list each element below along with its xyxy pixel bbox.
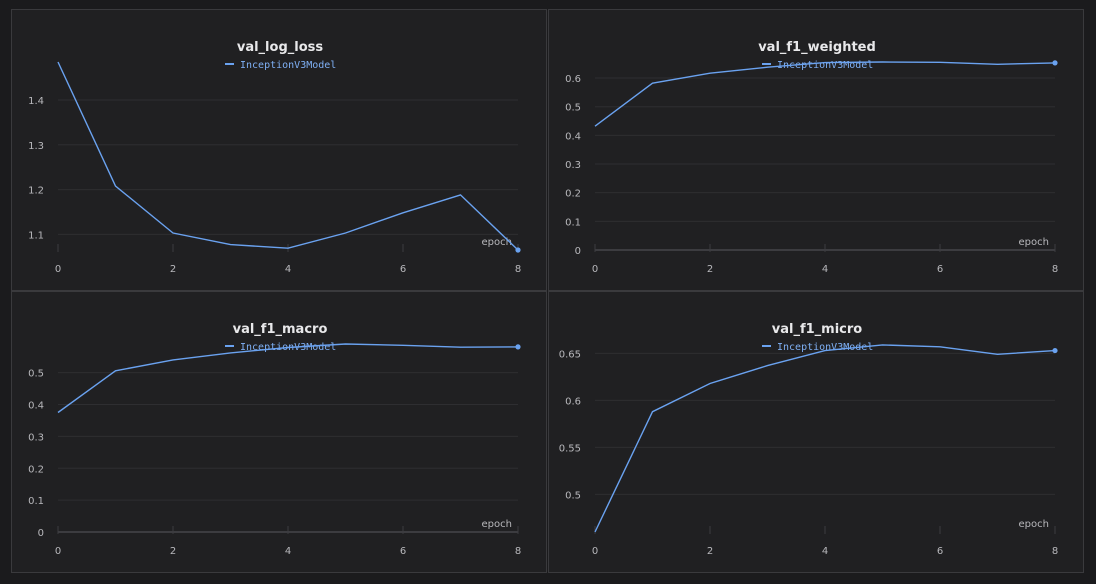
x-tick-label: 0 xyxy=(55,546,61,557)
x-tick-label: 6 xyxy=(937,546,943,557)
y-tick-label: 0.2 xyxy=(565,189,581,200)
x-tick-label: 6 xyxy=(400,264,406,275)
legend-item[interactable]: InceptionV3Model xyxy=(225,60,336,71)
legend-label: InceptionV3Model xyxy=(777,60,873,71)
x-tick-label: 4 xyxy=(822,546,828,557)
x-axis-label: epoch xyxy=(1019,237,1049,248)
x-tick-label: 2 xyxy=(170,546,176,557)
x-tick-label: 2 xyxy=(707,546,713,557)
x-tick-label: 8 xyxy=(515,264,521,275)
series-line[interactable] xyxy=(594,344,1056,533)
x-tick-label: 4 xyxy=(285,264,291,275)
chart-panel-val-f1-weighted[interactable]: val_f1_weighted InceptionV3Model 0 0.1 0.2 0.… xyxy=(548,9,1084,291)
series-line[interactable] xyxy=(57,61,519,251)
legend-label: InceptionV3Model xyxy=(777,342,873,353)
chart-title: val_f1_weighted xyxy=(758,40,876,55)
y-tick-label: 0.5 xyxy=(565,490,581,501)
y-tick-label: 0.55 xyxy=(559,443,581,454)
x-tick-label: 0 xyxy=(55,264,61,275)
chart-title: val_log_loss xyxy=(237,40,324,55)
y-tick-label: 0.6 xyxy=(565,74,581,85)
y-tick-label: 0.5 xyxy=(565,103,581,114)
y-tick-label: 0.3 xyxy=(28,432,44,443)
y-tick-label: 1.1 xyxy=(28,230,44,241)
y-tick-label: 0 xyxy=(575,246,581,257)
x-tick-label: 8 xyxy=(515,546,521,557)
series-line[interactable] xyxy=(594,61,1056,127)
chart-panel-val-log-loss[interactable]: val_log_loss InceptionV3Model 1.1 1.2 1.3 1.4… xyxy=(11,9,547,291)
x-tick-label: 6 xyxy=(937,264,943,275)
x-tick-label: 8 xyxy=(1052,264,1058,275)
y-tick-label: 1.4 xyxy=(28,96,44,107)
x-tick-label: 4 xyxy=(822,264,828,275)
chart-svg: val_f1_weighted InceptionV3Model 0 0.1 0.2 0.… xyxy=(565,40,1058,275)
chart-panel-val-f1-macro[interactable]: val_f1_macro InceptionV3Model 0 0.1 0.2 0.3 0.… xyxy=(11,291,547,573)
x-tick-label: 2 xyxy=(707,264,713,275)
y-tick-label: 1.2 xyxy=(28,186,44,197)
y-tick-label: 0.4 xyxy=(28,401,44,412)
series-last-point[interactable] xyxy=(1052,60,1058,66)
chart-panel-val-f1-micro[interactable]: val_f1_micro InceptionV3Model 0.5 0.55 0.6 0.… xyxy=(548,291,1084,573)
chart-title: val_f1_macro xyxy=(233,322,328,337)
legend-item[interactable]: InceptionV3Model xyxy=(762,342,873,353)
y-tick-label: 0 xyxy=(38,528,44,539)
x-tick-label: 6 xyxy=(400,546,406,557)
x-axis-label: epoch xyxy=(482,519,512,530)
y-tick-label: 0.65 xyxy=(559,349,581,360)
y-tick-label: 0.2 xyxy=(28,464,44,475)
y-tick-label: 0.3 xyxy=(565,160,581,171)
legend-label: InceptionV3Model xyxy=(240,60,336,71)
y-tick-label: 0.6 xyxy=(565,396,581,407)
legend-item[interactable]: InceptionV3Model xyxy=(762,60,873,71)
y-tick-label: 0.4 xyxy=(565,131,581,142)
chart-title: val_f1_micro xyxy=(772,322,863,337)
y-tick-label: 0.1 xyxy=(565,217,581,228)
y-tick-label: 0.5 xyxy=(28,369,44,380)
series-last-point[interactable] xyxy=(515,247,521,253)
x-tick-label: 0 xyxy=(592,546,598,557)
y-tick-label: 1.3 xyxy=(28,141,44,152)
x-tick-label: 0 xyxy=(592,264,598,275)
charts-grid: val_log_loss InceptionV3Model 1.1 1.2 1.3 1.4… xyxy=(11,9,1085,575)
series-line[interactable] xyxy=(57,343,519,414)
x-tick-label: 4 xyxy=(285,546,291,557)
chart-svg: val_log_loss InceptionV3Model 1.1 1.2 1.3 1.4… xyxy=(28,40,521,275)
series-last-point[interactable] xyxy=(1052,347,1058,354)
chart-svg: val_f1_micro InceptionV3Model 0.5 0.55 0.6 0.… xyxy=(559,322,1058,557)
x-axis-label: epoch xyxy=(1019,519,1049,530)
y-tick-label: 0.1 xyxy=(28,496,44,507)
series-last-point[interactable] xyxy=(515,344,521,350)
chart-svg: val_f1_macroInceptionV3Model00.10.20.30.… xyxy=(28,322,521,557)
x-tick-label: 2 xyxy=(170,264,176,275)
x-axis-label: epoch xyxy=(482,237,512,248)
x-tick-label: 8 xyxy=(1052,546,1058,557)
